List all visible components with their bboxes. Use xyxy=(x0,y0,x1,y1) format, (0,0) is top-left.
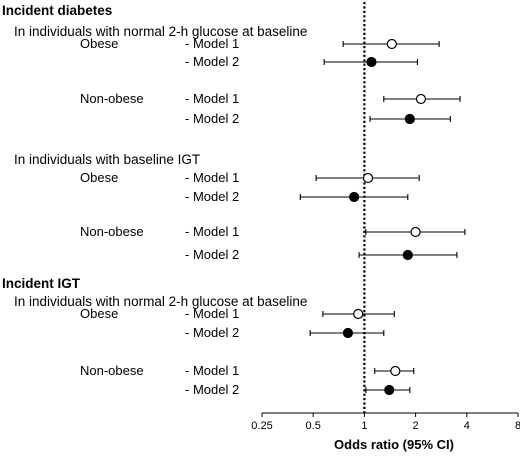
subgroup-title: In individuals with normal 2-h glucose a… xyxy=(14,294,308,309)
point-estimate-model2 xyxy=(366,56,377,68)
group-label: Non-obese xyxy=(80,363,144,378)
point-estimate-model1 xyxy=(362,172,374,184)
point-estimate-model1 xyxy=(390,365,401,377)
group-label: Non-obese xyxy=(80,224,144,239)
model-label: - Model 1 xyxy=(185,36,240,51)
x-axis-title: Odds ratio (95% CI) xyxy=(334,437,454,452)
group-label: Obese xyxy=(80,306,119,321)
model-label: - Model 1 xyxy=(185,306,240,321)
model-label: - Model 1 xyxy=(185,224,240,239)
point-estimate-model2 xyxy=(402,249,413,261)
model-label: - Model 1 xyxy=(185,170,240,185)
model-label: - Model 2 xyxy=(185,325,240,340)
x-tick-label: 2 xyxy=(412,420,419,432)
x-tick-label: 8 xyxy=(514,420,520,432)
model-label: - Model 1 xyxy=(185,91,240,106)
subgroup-title: In individuals with normal 2-h glucose a… xyxy=(14,24,308,39)
subgroup-title: In individuals with baseline IGT xyxy=(14,152,201,167)
point-estimate-model1 xyxy=(386,38,397,50)
group-label: Obese xyxy=(80,170,119,185)
section-title: Incident diabetes xyxy=(2,3,113,18)
x-tick-label: 0.5 xyxy=(305,420,321,432)
point-estimate-model1 xyxy=(410,226,421,238)
point-estimate-model2 xyxy=(342,327,354,339)
point-estimate-model2 xyxy=(404,113,415,125)
point-estimate-model1 xyxy=(353,308,364,320)
x-tick-label: 0.25 xyxy=(251,420,273,432)
group-label: Non-obese xyxy=(80,91,144,106)
model-label: - Model 2 xyxy=(185,247,240,262)
section-title: Incident IGT xyxy=(2,276,81,291)
model-label: - Model 2 xyxy=(185,54,240,69)
x-tick-label: 1 xyxy=(361,420,368,432)
x-tick-label: 4 xyxy=(463,420,470,432)
point-estimate-model2 xyxy=(349,191,360,203)
model-label: - Model 1 xyxy=(185,363,240,378)
group-label: Obese xyxy=(80,36,119,51)
point-estimate-model2 xyxy=(384,384,395,396)
model-label: - Model 2 xyxy=(185,189,240,204)
model-label: - Model 2 xyxy=(185,111,240,126)
model-label: - Model 2 xyxy=(185,382,240,397)
point-estimate-model1 xyxy=(415,93,427,105)
